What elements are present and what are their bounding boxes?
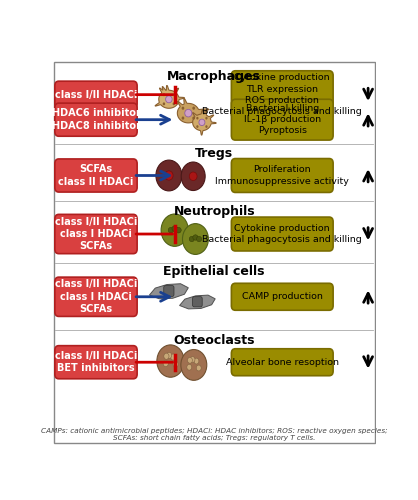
FancyBboxPatch shape: [232, 71, 333, 118]
Circle shape: [196, 365, 201, 371]
Circle shape: [196, 125, 199, 128]
Text: class I/II HDACi
class I HDACi
SCFAs: class I/II HDACi class I HDACi SCFAs: [55, 216, 137, 252]
Circle shape: [173, 102, 175, 106]
Polygon shape: [177, 98, 209, 124]
Text: CAMP production: CAMP production: [242, 292, 323, 302]
Circle shape: [181, 116, 184, 119]
Circle shape: [181, 162, 205, 190]
Circle shape: [205, 125, 208, 128]
Circle shape: [166, 352, 172, 358]
FancyBboxPatch shape: [164, 286, 174, 296]
Circle shape: [194, 358, 199, 364]
FancyBboxPatch shape: [232, 100, 333, 140]
Text: Macrophages: Macrophages: [167, 70, 261, 82]
Text: Cytokine production
TLR expression
ROS production
Bacterial phagocytosis and kil: Cytokine production TLR expression ROS p…: [202, 74, 362, 116]
Ellipse shape: [196, 236, 201, 242]
Circle shape: [157, 345, 184, 377]
Circle shape: [187, 358, 192, 363]
Ellipse shape: [168, 228, 173, 233]
FancyBboxPatch shape: [55, 214, 137, 254]
Circle shape: [171, 354, 176, 360]
FancyBboxPatch shape: [55, 159, 137, 192]
FancyBboxPatch shape: [232, 217, 333, 251]
Circle shape: [192, 116, 195, 119]
Ellipse shape: [189, 236, 194, 242]
Polygon shape: [150, 284, 188, 299]
Polygon shape: [155, 86, 184, 108]
Circle shape: [164, 353, 169, 360]
Text: Proliferation
Immunosuppressive activity: Proliferation Immunosuppressive activity: [215, 166, 349, 186]
FancyBboxPatch shape: [232, 349, 333, 376]
Circle shape: [181, 350, 207, 380]
Text: Alveolar bone resoption: Alveolar bone resoption: [226, 358, 339, 366]
Circle shape: [187, 364, 192, 370]
Polygon shape: [180, 295, 215, 309]
Circle shape: [183, 224, 209, 254]
Text: Neutrophils: Neutrophils: [173, 205, 255, 218]
FancyBboxPatch shape: [55, 346, 137, 379]
Text: Cytokine production
Bacterial phagocytosis and killing: Cytokine production Bacterial phagocytos…: [202, 224, 362, 244]
Circle shape: [196, 117, 199, 119]
Polygon shape: [193, 110, 216, 135]
Text: HDAC6 inhibitor
HDAC8 inhibitor: HDAC6 inhibitor HDAC8 inhibitor: [51, 108, 140, 131]
Text: Bacterial killing
IL-1β production
Pyroptosis: Bacterial killing IL-1β production Pyrop…: [244, 104, 321, 136]
FancyBboxPatch shape: [55, 277, 137, 316]
Circle shape: [163, 93, 165, 96]
Text: class I/II HDACi
class I HDACi
SCFAs: class I/II HDACi class I HDACi SCFAs: [55, 280, 137, 314]
Text: Epithelial cells: Epithelial cells: [163, 265, 265, 278]
Circle shape: [163, 360, 168, 366]
Ellipse shape: [165, 171, 173, 180]
Circle shape: [163, 102, 165, 106]
Ellipse shape: [199, 119, 205, 126]
Ellipse shape: [166, 96, 172, 103]
Text: class I/II HDACi
BET inhibitors: class I/II HDACi BET inhibitors: [55, 351, 137, 374]
Circle shape: [173, 361, 178, 368]
Circle shape: [181, 106, 184, 110]
FancyBboxPatch shape: [55, 81, 137, 108]
Circle shape: [205, 117, 208, 119]
Circle shape: [161, 214, 188, 246]
Text: Tregs: Tregs: [195, 148, 233, 160]
Text: SCFAs
class II HDACi: SCFAs class II HDACi: [58, 164, 134, 186]
FancyBboxPatch shape: [55, 103, 137, 136]
Text: class I/II HDACi: class I/II HDACi: [55, 90, 137, 100]
Text: Osteoclasts: Osteoclasts: [173, 334, 255, 347]
Circle shape: [192, 106, 195, 110]
Circle shape: [190, 356, 195, 362]
Ellipse shape: [185, 110, 192, 117]
Ellipse shape: [193, 235, 198, 240]
Text: CAMPs: cationic antimicrobial peptides; HDACi: HDAC inhibitors; ROS: reactive ox: CAMPs: cationic antimicrobial peptides; …: [41, 428, 387, 441]
Ellipse shape: [189, 172, 197, 180]
Circle shape: [173, 93, 175, 96]
FancyBboxPatch shape: [232, 158, 333, 192]
Ellipse shape: [176, 228, 181, 233]
Ellipse shape: [172, 226, 177, 232]
FancyBboxPatch shape: [232, 284, 333, 310]
FancyBboxPatch shape: [193, 296, 202, 307]
Circle shape: [156, 160, 182, 191]
